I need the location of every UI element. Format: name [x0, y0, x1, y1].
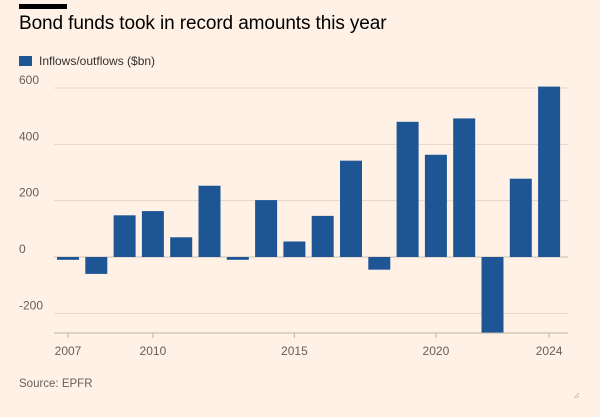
legend: Inflows/outflows ($bn) [19, 54, 155, 68]
title-rule [19, 4, 67, 9]
bar-2007 [57, 257, 79, 260]
bar-2009 [113, 215, 136, 257]
bar-2022 [481, 257, 504, 333]
x-tick-label: 2024 [536, 344, 563, 358]
y-tick-label: 400 [19, 129, 39, 143]
resize-corner-icon [573, 392, 580, 399]
x-tick-label: 2007 [55, 344, 82, 358]
bar-2016 [311, 215, 334, 257]
bar-2015 [283, 241, 306, 257]
y-tick-label: 600 [19, 73, 39, 87]
y-tick-label: -200 [19, 298, 43, 312]
bar-2018 [368, 257, 391, 270]
x-tick-label: 2015 [281, 344, 308, 358]
bar-2021 [453, 118, 476, 257]
bar-2017 [340, 160, 362, 257]
bar-2008 [85, 257, 108, 274]
bar-2019 [396, 121, 419, 257]
y-tick-label: 0 [19, 242, 26, 256]
bar-2024 [538, 86, 561, 257]
y-tick-label: 200 [19, 186, 39, 200]
bar-2011 [170, 237, 193, 257]
bar-2014 [255, 200, 278, 257]
bar-2013 [226, 257, 249, 260]
legend-label: Inflows/outflows ($bn) [39, 54, 156, 68]
bar-2023 [509, 178, 532, 257]
x-tick-label: 2010 [140, 344, 167, 358]
x-tick-label: 2020 [423, 344, 450, 358]
bar-2012 [198, 185, 221, 257]
bar-2020 [424, 154, 447, 257]
chart-title: Bond funds took in record amounts this y… [19, 13, 387, 34]
legend-swatch [19, 56, 32, 66]
source-note: Source: EPFR [19, 378, 93, 390]
bar-2010 [141, 211, 164, 257]
